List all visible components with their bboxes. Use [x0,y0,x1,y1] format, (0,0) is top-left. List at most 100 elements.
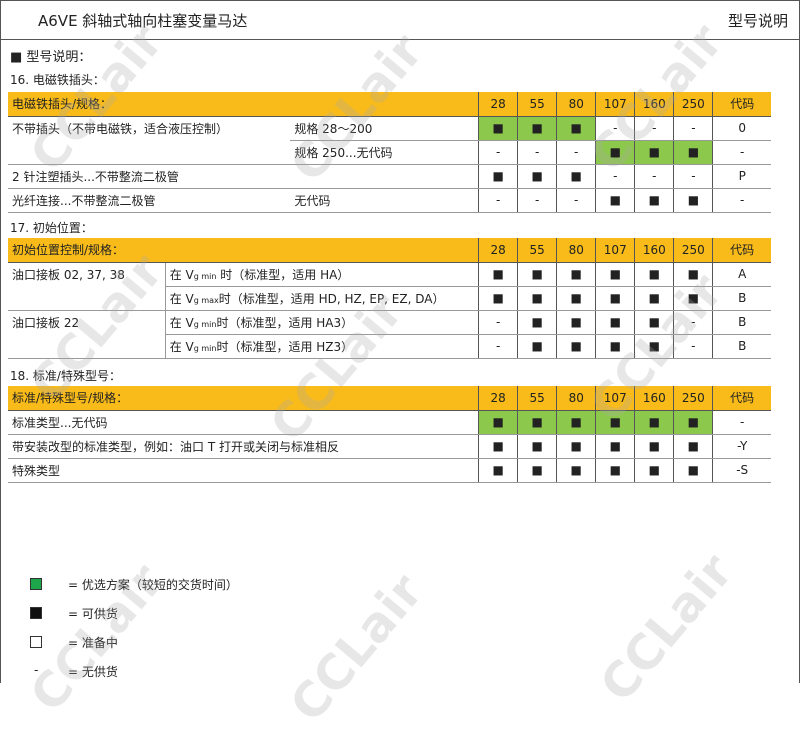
availability-cell: ■ [595,458,635,483]
availability-cell: - [595,164,635,189]
availability-cell: ■ [517,262,557,287]
table-row: 在 Vg min时（标准型，适用 HZ3） - ■ ■ ■ ■ - B [8,334,771,359]
availability-cell: ■ [517,310,557,335]
code-header: 代码 [712,386,771,411]
legend-text: = 优选方案（较短的交货时间） [68,578,238,592]
availability-cell: ■ [673,262,713,287]
availability-cell: ■ [478,116,518,141]
availability-cell: ■ [673,188,713,213]
availability-cell: ■ [556,286,596,311]
availability-cell: ■ [478,262,518,287]
size-header: 160 [634,238,674,263]
row-sublabel-rest: 时（标准型，适用 HA） [216,267,350,282]
availability-cell: ■ [556,434,596,459]
size-header: 55 [517,238,557,263]
row-label: 油口接板 02, 37, 38 [12,267,125,282]
header-label: 初始位置控制/规格： [8,238,479,263]
size-header: 28 [478,92,518,117]
availability-cell: - [673,334,713,359]
row-sublabel-rest: 时（标准型，适用 HZ3） [216,339,354,354]
row-sublabel: 在 V [169,339,194,354]
availability-cell: ■ [595,188,635,213]
availability-cell: - [634,164,674,189]
availability-cell: - [673,164,713,189]
header-label: 标准/特殊型号/规格： [8,386,479,411]
size-header: 80 [556,92,596,117]
availability-cell: ■ [634,286,674,311]
size-header: 80 [556,386,596,411]
subscript: g max [193,295,219,305]
table-row: 规格 250...无代码 - - - ■ ■ ■ - [8,140,771,165]
table-row: 油口接板 02, 37, 38 在 Vg min 时（标准型，适用 HA） ■ ■ ■ ■… [8,262,771,287]
code-cell: A [712,262,771,287]
table-row: 在 Vg max时（标准型，适用 HD, HZ, EP, EZ, DA） ■ ■ ■ ■… [8,286,771,311]
availability-cell: ■ [595,434,635,459]
size-header: 250 [673,92,713,117]
code-cell: -Y [712,434,771,459]
availability-cell: ■ [634,458,674,483]
availability-cell: - [595,116,635,141]
size-header: 107 [595,386,635,411]
black-square-icon [30,607,42,619]
availability-cell: - [556,188,596,213]
size-header: 160 [634,92,674,117]
code-cell: - [712,188,771,213]
table-row: 油口接板 22 在 Vg min时（标准型，适用 HA3） - ■ ■ ■ ■ - B [8,310,771,335]
table-initial-position: 初始位置控制/规格： 28 55 80 107 160 250 代码油口接板 02, 37, … [8,238,771,359]
row-sublabel-rest: 时（标准型，适用 HA3） [216,315,354,330]
availability-cell: - [478,334,518,359]
availability-cell: - [673,116,713,141]
availability-cell: ■ [634,410,674,435]
availability-cell: ■ [634,262,674,287]
page-title: A6VE 斜轴式轴向柱塞变量马达 [38,12,248,30]
code-header: 代码 [712,92,771,117]
row-label: 2 针注塑插头...不带整流二极管 [8,164,479,189]
code-cell: P [712,164,771,189]
availability-cell: - [478,310,518,335]
code-cell: - [712,410,771,435]
availability-cell: ■ [673,458,713,483]
row-label [8,334,166,359]
availability-cell: ■ [478,458,518,483]
size-header: 250 [673,238,713,263]
size-header: 28 [478,386,518,411]
dash-symbol: - [34,663,39,677]
code-cell: B [712,286,771,311]
table-row: 特殊类型 ■ ■ ■ ■ ■ ■ -S [8,458,771,483]
code-cell: 0 [712,116,771,141]
row-sublabel: 规格 28～200 [290,116,479,141]
availability-cell: ■ [595,410,635,435]
table-row: 不带插头（不带电磁铁，适合液压控制） 规格 28～200 ■ ■ ■ - - -0 [8,116,771,141]
availability-cell: - [673,310,713,335]
code-cell: -S [712,458,771,483]
availability-cell: - [478,188,518,213]
availability-cell: ■ [517,164,557,189]
table-row: 光纤连接...不带整流二极管 无代码 - - - ■ ■ ■ - [8,188,771,213]
availability-cell: ■ [556,310,596,335]
availability-cell: - [556,140,596,165]
table-row: 2 针注塑插头...不带整流二极管 ■ ■ ■ - - - P [8,164,771,189]
availability-cell: ■ [673,140,713,165]
availability-cell: ■ [517,286,557,311]
size-header: 80 [556,238,596,263]
heading: ■ 型号说明： [10,50,92,65]
availability-cell: ■ [673,410,713,435]
availability-cell: ■ [595,262,635,287]
table-row: 带安装改型的标准类型，例如：油口 T 打开或关闭与标准相反 ■ ■ ■ ■ ■ ■ -Y [8,434,771,459]
size-header: 55 [517,92,557,117]
section-17-title: 17. 初始位置： [10,221,93,235]
legend-text: = 无供货 [68,665,118,679]
row-label: 不带插头（不带电磁铁，适合液压控制） [12,121,229,136]
table-solenoid-connector: 电磁铁插头/规格： 28 55 80 107 160 250 代码 不带插头（不带电磁铁，适合液… [8,92,771,213]
availability-cell: ■ [595,286,635,311]
availability-cell: ■ [478,410,518,435]
table-standard-special: 标准/特殊型号/规格： 28 55 80 107 160 250 代码 标准类型...无代码 ■ ■… [8,386,771,483]
legend-text: = 可供货 [68,607,118,621]
header-row: 初始位置控制/规格： 28 55 80 107 160 250 代码 [8,238,771,263]
header-row: 标准/特殊型号/规格： 28 55 80 107 160 250 代码 [8,386,771,411]
row-sublabel: 在 V [169,267,194,282]
availability-cell: ■ [517,410,557,435]
availability-cell: ■ [595,310,635,335]
availability-cell: ■ [556,164,596,189]
availability-cell: ■ [634,434,674,459]
